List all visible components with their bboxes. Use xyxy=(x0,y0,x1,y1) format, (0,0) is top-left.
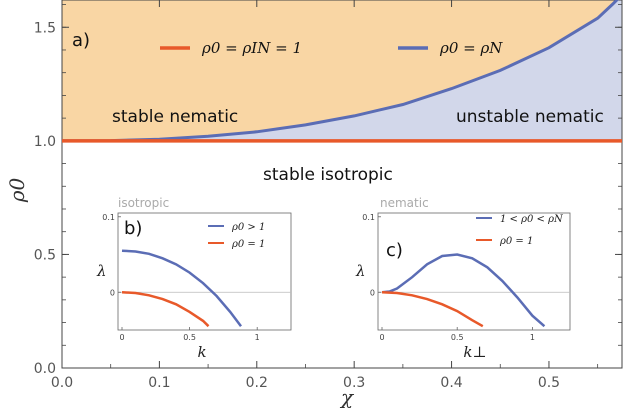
inset-c-legend-label-1: ρ0 = 1 xyxy=(499,236,533,247)
x-tick-label: 0.2 xyxy=(246,375,268,391)
inset-c-legend-label-0: 1 < ρ0 < ρN xyxy=(500,214,564,225)
y-tick-label: 0.0 xyxy=(34,361,56,377)
x-tick-label: 0.0 xyxy=(51,375,73,391)
inset-x-tick-label: 0.5 xyxy=(451,333,464,342)
inset-c-title: nematic xyxy=(380,196,429,210)
rho-n-curve xyxy=(62,0,619,143)
inset-y-tick-label: 0 xyxy=(110,288,115,297)
legend-label-rho-in: ρ0 = ρIN = 1 xyxy=(201,39,302,57)
x-tick-label: 0.3 xyxy=(343,375,365,391)
y-tick-label: 0.5 xyxy=(34,247,56,263)
inset-x-tick-label: 0 xyxy=(119,333,124,342)
inset-y-tick-label: 0.1 xyxy=(362,213,375,222)
inset-b-x-label: k xyxy=(197,343,206,361)
inset-c-curve-rho-between xyxy=(381,253,546,328)
x-axis-label: χ xyxy=(339,385,355,409)
unstable-nematic-region xyxy=(62,0,622,141)
inset-x-tick-label: 0.5 xyxy=(183,333,196,342)
y-tick-label: 1.0 xyxy=(34,134,56,150)
inset-b-ticks: 0 0.5 1 0.1 0 xyxy=(102,213,291,342)
inset-y-tick-label: 0 xyxy=(370,288,375,297)
inset-c-ticks: 0 0.5 1 0.1 0 xyxy=(362,213,570,342)
inset-b-frame xyxy=(117,212,292,331)
inset-b-curve-rho-gt-1 xyxy=(121,249,242,327)
inset-c-panel-label: c) xyxy=(386,240,403,261)
inset-b-y-label: λ xyxy=(96,262,107,280)
x-tick-label: 0.4 xyxy=(440,375,462,391)
inset-b-curve-rho-eq-1 xyxy=(121,291,210,328)
main-legend: ρ0 = ρIN = 1 ρ0 = ρN xyxy=(160,39,503,57)
inset-c-y-label: λ xyxy=(355,262,366,280)
stable-nematic-label: stable nematic xyxy=(112,107,238,127)
panel-a-label: a) xyxy=(72,30,90,51)
inset-b-legend-label-1: ρ0 = 1 xyxy=(231,239,265,250)
inset-x-tick-label: 1 xyxy=(255,333,260,342)
inset-x-tick-label: 1 xyxy=(530,333,535,342)
inset-c-x-label: k⊥ xyxy=(463,343,486,361)
inset-b-legend-label-0: ρ0 > 1 xyxy=(231,222,265,233)
x-tick-label: 0.1 xyxy=(148,375,170,391)
inset-y-tick-label: 0.1 xyxy=(102,213,115,222)
inset-c-curve-rho-eq-1 xyxy=(381,291,484,328)
y-axis-label: ρ0 xyxy=(5,177,29,203)
x-tick-label: 0.5 xyxy=(538,375,560,391)
inset-b-panel-label: b) xyxy=(124,218,142,239)
inset-c-frame xyxy=(377,212,571,331)
inset-b: isotropic 0 0.5 1 0.1 0 b) ρ0 > 1 ρ0 = 1 λ k xyxy=(96,196,292,361)
inset-c: nematic 0 0.5 10.10 c) 1 < ρ0 < ρN ρ0 = 1 … xyxy=(355,196,571,361)
inset-x-tick-label: 0 xyxy=(379,333,384,342)
main-plot-frame xyxy=(61,0,623,369)
main-axis-ticks: 0.0 0.1 0.2 0.3 0.4 0.5 0.0 0.5 1.0 1.5 xyxy=(34,0,622,391)
legend-label-rho-n: ρ0 = ρN xyxy=(439,39,503,57)
stable-isotropic-label: stable isotropic xyxy=(263,165,393,185)
y-tick-label: 1.5 xyxy=(34,20,56,36)
unstable-nematic-label: unstable nematic xyxy=(456,107,604,127)
inset-b-title: isotropic xyxy=(118,196,169,210)
